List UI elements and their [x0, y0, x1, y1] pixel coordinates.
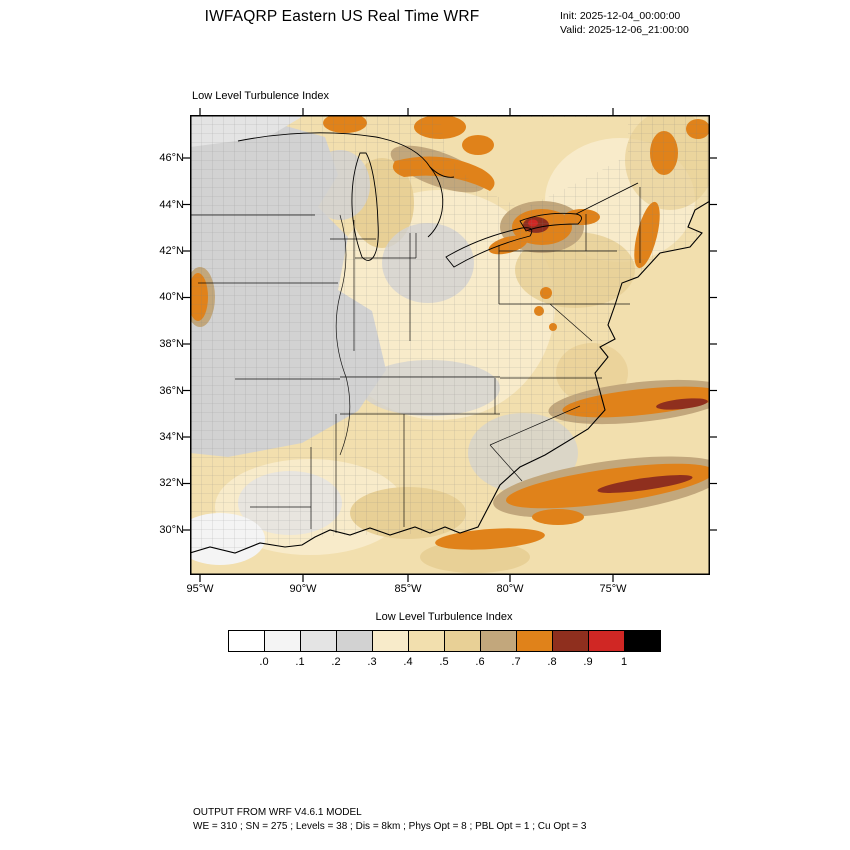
colorbar-box	[336, 630, 373, 652]
colorbar-box	[408, 630, 445, 652]
lon-tick-label: 80°W	[496, 583, 524, 595]
lat-tick-label: 42°N	[159, 245, 184, 257]
coastline	[190, 200, 710, 554]
state-borders	[190, 187, 641, 533]
valid-time-label: Valid: 2025-12-06_21:00:00	[560, 24, 689, 36]
colorbar-tick-label: .4	[403, 656, 413, 668]
colorbar-tick-label: .9	[583, 656, 593, 668]
colorbar-box	[480, 630, 517, 652]
lat-tick-label: 30°N	[159, 524, 184, 536]
lon-tick-label: 85°W	[394, 583, 422, 595]
colorbar-tick-label: 1	[620, 656, 628, 668]
colorbar-tick-label: .2	[331, 656, 341, 668]
footer-model-line: OUTPUT FROM WRF V4.6.1 MODEL	[193, 807, 362, 818]
colorbar-tick-label: .7	[511, 656, 521, 668]
map-frame	[190, 115, 710, 575]
colorbar-tick-label: .3	[367, 656, 377, 668]
map-svg	[183, 108, 717, 582]
colorbar-box	[228, 630, 265, 652]
colorbar-box	[516, 630, 553, 652]
colorbar-box	[372, 630, 409, 652]
colorbar-tick-label: .6	[475, 656, 485, 668]
colorbar-box	[264, 630, 301, 652]
colorbar-tick-label: .5	[439, 656, 449, 668]
colorbar-tick-label: .1	[295, 656, 305, 668]
colorbar-box	[624, 630, 661, 652]
footer-config-line: WE = 310 ; SN = 275 ; Levels = 38 ; Dis …	[193, 821, 587, 832]
lat-tick-label: 40°N	[159, 291, 184, 303]
map-plot	[183, 108, 717, 582]
lat-tick-label: 46°N	[159, 152, 184, 164]
colorbar-tick-label: .0	[259, 656, 269, 668]
lat-tick-label: 44°N	[159, 199, 184, 211]
lon-tick-label: 75°W	[599, 583, 627, 595]
figure-title: IWFAQRP Eastern US Real Time WRF	[204, 8, 480, 25]
lon-tick-label: 95°W	[186, 583, 214, 595]
colorbar-tick-label: .8	[547, 656, 557, 668]
colorbar-box	[444, 630, 481, 652]
axis-ticks	[183, 108, 717, 582]
field-label: Low Level Turbulence Index	[192, 90, 329, 102]
colorbar-box	[300, 630, 337, 652]
lat-tick-label: 34°N	[159, 431, 184, 443]
colorbar-box	[552, 630, 589, 652]
lon-tick-label: 90°W	[289, 583, 317, 595]
colorbar-title: Low Level Turbulence Index	[375, 611, 513, 623]
lat-tick-label: 38°N	[159, 338, 184, 350]
lat-tick-label: 36°N	[159, 385, 184, 397]
colorbar-box	[588, 630, 625, 652]
lakes	[237, 132, 582, 268]
field-layers	[190, 115, 710, 575]
run-info: Init: 2025-12-04_00:00:00 Valid: 2025-12…	[560, 9, 689, 37]
init-time-label: Init: 2025-12-04_00:00:00	[560, 10, 681, 22]
st-lawrence-border	[575, 182, 639, 215]
lat-tick-label: 32°N	[159, 477, 184, 489]
